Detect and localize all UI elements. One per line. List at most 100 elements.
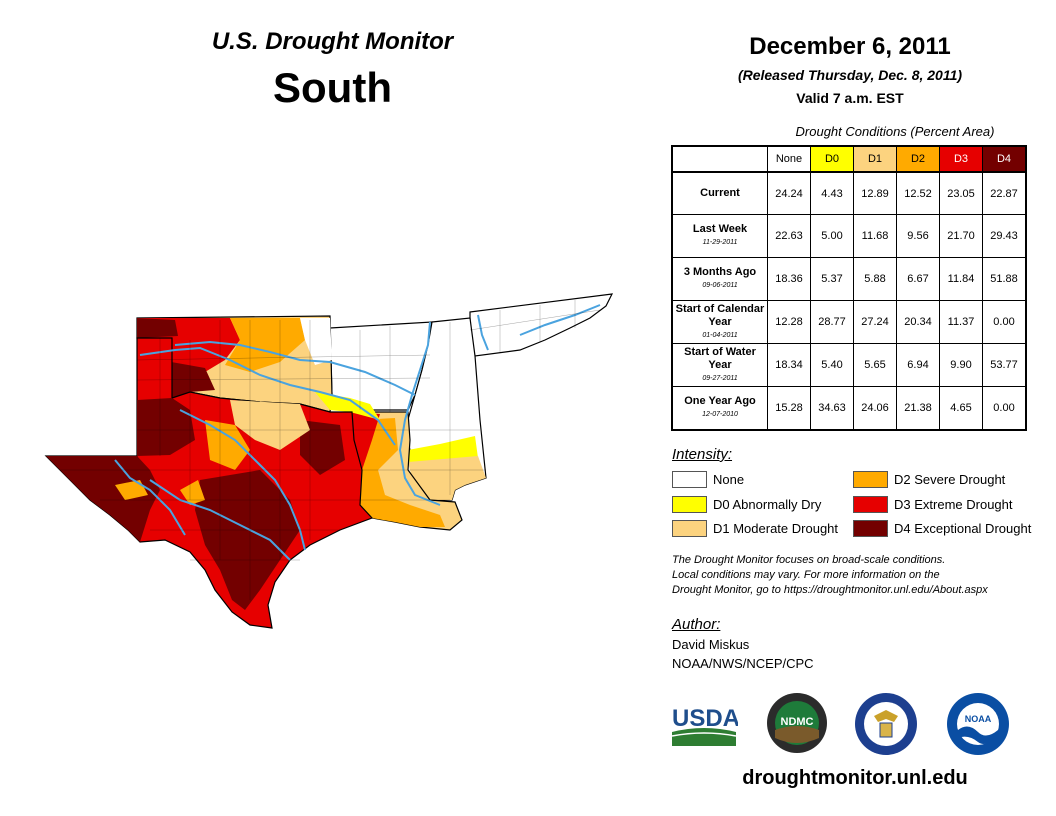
rivers: [114, 304, 601, 561]
commerce-seal-logo: [855, 693, 917, 755]
legend-label: D0 Abnormally Dry: [713, 497, 822, 512]
cell-value: 0.00: [982, 300, 1027, 344]
row-label: Start of Calendar Year 01-04-2011: [671, 300, 768, 344]
row-sublabel: 09-27-2011: [702, 374, 738, 382]
commerce-seal-eagle: [874, 710, 898, 722]
col-d3: D3: [939, 145, 983, 173]
cell-value: 28.77: [810, 300, 854, 344]
row-sublabel: 01-04-2011: [702, 331, 738, 339]
cell-value: 5.88: [853, 257, 897, 301]
legend-label: D1 Moderate Drought: [713, 521, 839, 536]
row-label-text: Current: [700, 187, 740, 199]
cell-value: 5.00: [810, 214, 854, 258]
row-label: 3 Months Ago 09-06-2011: [671, 257, 768, 301]
cell-value: 18.36: [767, 257, 811, 301]
county-line-h2: [136, 377, 431, 381]
oklahoma-d2: [225, 318, 305, 372]
cell-value: 4.43: [810, 171, 854, 215]
mississippi-d1: [408, 456, 486, 500]
row-label-text: Last Week: [692, 223, 748, 235]
cell-value: 9.90: [939, 343, 983, 387]
release-date: (Released Thursday, Dec. 8, 2011): [737, 67, 963, 83]
mississippi-river: [398, 321, 441, 506]
legend-swatch: [672, 471, 707, 488]
cell-value: 9.56: [896, 214, 940, 258]
cell-value: 11.84: [939, 257, 983, 301]
table-title: Drought Conditions (Percent Area): [795, 124, 995, 139]
ndmc-logo: NDMC: [767, 693, 827, 753]
table-row: Current 24.24 4.43 12.89 12.52 23.05 22.…: [671, 171, 1027, 215]
county-line-h8: [469, 309, 601, 331]
row-sublabel: 12-07-2010: [702, 411, 738, 418]
table-corner: [672, 146, 768, 173]
note-line: The Drought Monitor focuses on broad-sca…: [672, 554, 946, 566]
cell-value: 51.88: [982, 257, 1027, 301]
row-label-text: 3 Months Ago: [683, 266, 757, 278]
usda-logo-field: [672, 728, 736, 746]
cell-value: 0.00: [982, 386, 1027, 431]
legend-swatch: [672, 496, 707, 513]
map-date: December 6, 2011: [749, 33, 951, 60]
cell-value: 12.28: [767, 300, 811, 344]
cell-value: 6.94: [896, 343, 940, 387]
oklahoma-d0-east: [300, 318, 332, 365]
legend-label: D3 Extreme Drought: [894, 497, 1013, 512]
legend-label: None: [713, 472, 745, 487]
noaa-wave: [958, 726, 998, 744]
legend-label: D4 Exceptional Drought: [894, 521, 1032, 536]
table-row: Start of Calendar Year 01-04-2011 12.28 2…: [671, 300, 1027, 344]
cell-value: 24.06: [853, 386, 897, 431]
usda-logo-stripe: [671, 732, 737, 737]
region-title: South: [273, 64, 392, 111]
usda-logo: USDA: [671, 705, 738, 746]
cell-value: 6.67: [896, 257, 940, 301]
legend-swatch: [853, 520, 888, 537]
author-title: Author:: [672, 616, 721, 633]
cell-value: 21.38: [896, 386, 940, 431]
cell-value: 20.34: [896, 300, 940, 344]
texas-d4-panhandle: [137, 398, 195, 456]
row-label-text: One Year Ago: [684, 395, 756, 407]
cell-value: 12.52: [896, 171, 940, 215]
intensity-title: Intensity:: [672, 446, 733, 463]
texas-d4-east: [300, 420, 345, 475]
table-row: Last Week 11-29-2011 22.63 5.00 11.68 9.5…: [671, 214, 1027, 258]
cell-value: 21.70: [939, 214, 983, 258]
monitor-title: U.S. Drought Monitor: [211, 28, 454, 55]
louisiana-d2: [360, 418, 445, 527]
county-line-h1: [136, 354, 431, 361]
texas-d2-south: [180, 480, 205, 505]
footer-url[interactable]: droughtmonitor.unl.edu: [742, 767, 968, 789]
cell-value: 5.65: [853, 343, 897, 387]
red-river: [139, 346, 396, 446]
ndmc-logo-text: NDMC: [781, 716, 814, 728]
note-line: Drought Monitor, go to https://droughtmo…: [672, 584, 988, 596]
ndmc-hills: [775, 726, 819, 743]
col-d2: D2: [896, 145, 940, 173]
cell-value: 4.65: [939, 386, 983, 431]
colorado-river: [149, 479, 291, 561]
rio-grande: [114, 459, 186, 536]
commerce-seal-shield: [879, 722, 893, 738]
table-row: One Year Ago 12-07-2010 15.28 34.63 24.06…: [671, 386, 1027, 431]
legend-d1: D1 Moderate Drought: [672, 520, 838, 537]
disclaimer-note: The Drought Monitor focuses on broad-sca…: [672, 553, 1042, 598]
legend-swatch: [853, 471, 888, 488]
texas-d1-north: [230, 400, 310, 450]
drought-conditions-table: None D0 D1 D2 D3 D4 Current 24.24 4.43 1…: [671, 145, 1027, 431]
texas-d2-north: [205, 420, 250, 470]
cell-value: 11.37: [939, 300, 983, 344]
legend-d0: D0 Abnormally Dry: [672, 496, 821, 513]
col-d4: D4: [982, 145, 1027, 173]
row-sublabel: 09-06-2011: [702, 282, 738, 289]
brazos-river: [179, 409, 306, 551]
cell-value: 15.28: [767, 386, 811, 431]
cell-value: 22.63: [767, 214, 811, 258]
row-label: Start of Water Year 09-27-2011: [671, 343, 768, 387]
drought-map: [44, 293, 614, 629]
author-name: David Miskus: [672, 637, 750, 652]
usda-logo-text: USDA: [672, 705, 738, 732]
texas-d4-west: [46, 456, 160, 542]
cell-value: 27.24: [853, 300, 897, 344]
col-d1: D1: [853, 145, 897, 173]
